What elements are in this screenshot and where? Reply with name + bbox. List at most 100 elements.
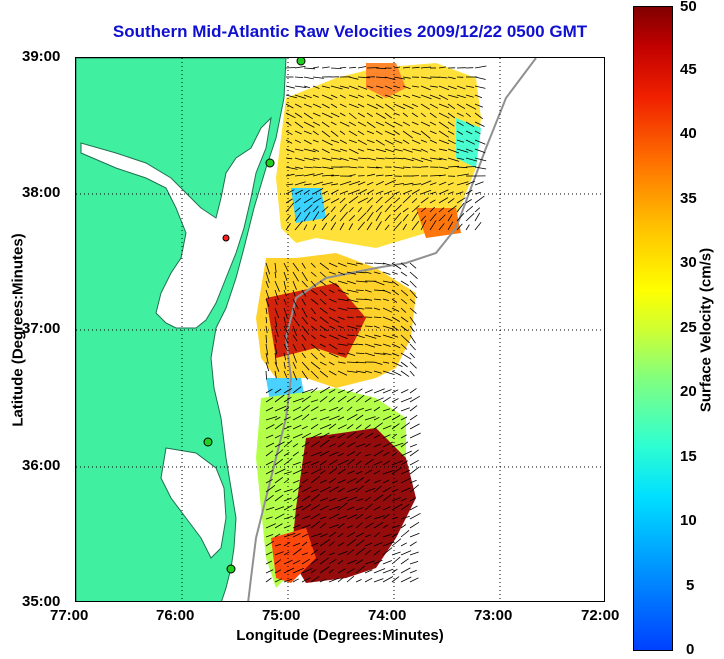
velocity-arrow	[391, 307, 400, 312]
velocity-arrow	[337, 352, 346, 355]
velocity-arrow	[384, 103, 394, 111]
velocity-arrow	[411, 157, 424, 163]
velocity-arrow	[285, 94, 298, 99]
velocity-arrow	[474, 212, 481, 222]
velocity-arrow	[402, 148, 413, 153]
x-tick-label: 72:00	[581, 607, 620, 624]
velocity-arrow	[310, 558, 319, 565]
velocity-arrow	[391, 334, 399, 338]
velocity-arrow	[373, 470, 381, 475]
velocity-arrow	[328, 262, 338, 268]
velocity-arrow	[312, 76, 324, 79]
velocity-arrow	[310, 520, 321, 529]
velocity-arrow	[402, 189, 412, 195]
velocity-arrow	[357, 121, 367, 127]
velocity-arrow	[319, 307, 328, 314]
velocity-arrow	[382, 352, 392, 356]
velocity-arrow	[393, 204, 402, 213]
velocity-arrow	[330, 112, 340, 118]
velocity-arrow	[301, 343, 307, 351]
velocity-arrow	[321, 174, 334, 177]
velocity-arrow	[312, 166, 322, 168]
velocity-arrow	[292, 361, 297, 369]
velocity-arrow	[337, 334, 348, 340]
velocity-arrow	[319, 408, 326, 412]
velocity-arrow	[339, 94, 346, 99]
velocity-arrow	[274, 316, 278, 328]
velocity-arrow	[400, 469, 411, 475]
colorbar-label: Surface Velocity (cm/s)	[697, 247, 715, 413]
velocity-arrow	[346, 451, 356, 457]
velocity-arrow	[339, 112, 346, 117]
velocity-arrow	[400, 416, 408, 421]
velocity-arrow	[292, 578, 299, 583]
velocity-arrow	[301, 504, 312, 511]
velocity-arrow	[393, 94, 401, 98]
velocity-arrow	[265, 416, 278, 421]
velocity-arrow	[346, 262, 358, 266]
colorbar-tick: 45	[680, 61, 697, 78]
velocity-arrow	[319, 386, 331, 394]
velocity-arrow	[285, 130, 293, 136]
velocity-arrow	[409, 484, 419, 493]
velocity-arrow	[409, 569, 417, 574]
velocity-arrow	[294, 139, 302, 144]
velocity-arrow	[355, 539, 365, 547]
velocity-arrow	[438, 189, 449, 195]
velocity-arrow	[366, 148, 375, 152]
velocity-arrow	[391, 352, 400, 357]
velocity-arrow	[330, 198, 340, 204]
velocity-arrow	[265, 370, 267, 380]
velocity-arrow	[310, 399, 319, 403]
velocity-arrow	[382, 470, 394, 475]
velocity-arrow	[447, 148, 460, 154]
velocity-arrow	[283, 396, 292, 403]
velocity-arrow	[355, 361, 366, 364]
velocity-arrow	[409, 395, 421, 403]
velocity-arrow	[310, 262, 316, 268]
velocity-arrow	[285, 202, 295, 213]
velocity-arrow	[265, 506, 275, 511]
velocity-arrow	[265, 450, 274, 457]
velocity-arrow	[330, 94, 338, 99]
velocity-arrow	[355, 485, 365, 493]
velocity-arrow	[393, 212, 402, 222]
velocity-arrow	[357, 94, 364, 98]
velocity-arrow	[346, 514, 358, 520]
x-axis-label: Longitude (Degrees:Minutes)	[236, 627, 444, 644]
velocity-arrow	[382, 343, 391, 347]
velocity-arrow	[265, 484, 276, 493]
velocity-arrow	[409, 388, 417, 394]
velocity-arrow	[391, 415, 401, 421]
velocity-arrow	[330, 157, 342, 160]
velocity-arrow	[312, 103, 322, 108]
velocity-arrow	[294, 85, 307, 88]
velocity-arrow	[346, 343, 357, 345]
velocity-arrows	[265, 65, 487, 583]
velocity-arrow	[355, 394, 365, 403]
velocity-arrow	[373, 406, 381, 412]
velocity-arrow	[375, 174, 384, 177]
velocity-arrow	[310, 542, 319, 547]
velocity-arrow	[328, 271, 336, 275]
velocity-arrow	[411, 112, 419, 118]
velocity-arrow	[400, 298, 408, 305]
velocity-arrow	[438, 66, 447, 69]
velocity-arrow	[391, 480, 399, 484]
map-title: Southern Mid-Atlantic Raw Velocities 200…	[112, 22, 588, 41]
velocity-arrow	[384, 130, 395, 136]
velocity-arrow	[420, 207, 427, 213]
velocity-arrow	[420, 148, 429, 153]
velocity-arrow	[303, 157, 316, 161]
velocity-arrow	[402, 182, 414, 186]
velocity-arrow	[409, 271, 418, 279]
velocity-arrow	[375, 181, 385, 186]
velocity-arrow	[339, 222, 345, 231]
velocity-arrow	[312, 224, 317, 231]
velocity-arrow	[474, 85, 486, 89]
velocity-arrow	[319, 334, 327, 339]
velocity-arrow	[474, 157, 487, 162]
velocity-arrow	[373, 434, 381, 439]
velocity-arrow	[465, 224, 470, 231]
velocity-arrow	[409, 307, 417, 314]
